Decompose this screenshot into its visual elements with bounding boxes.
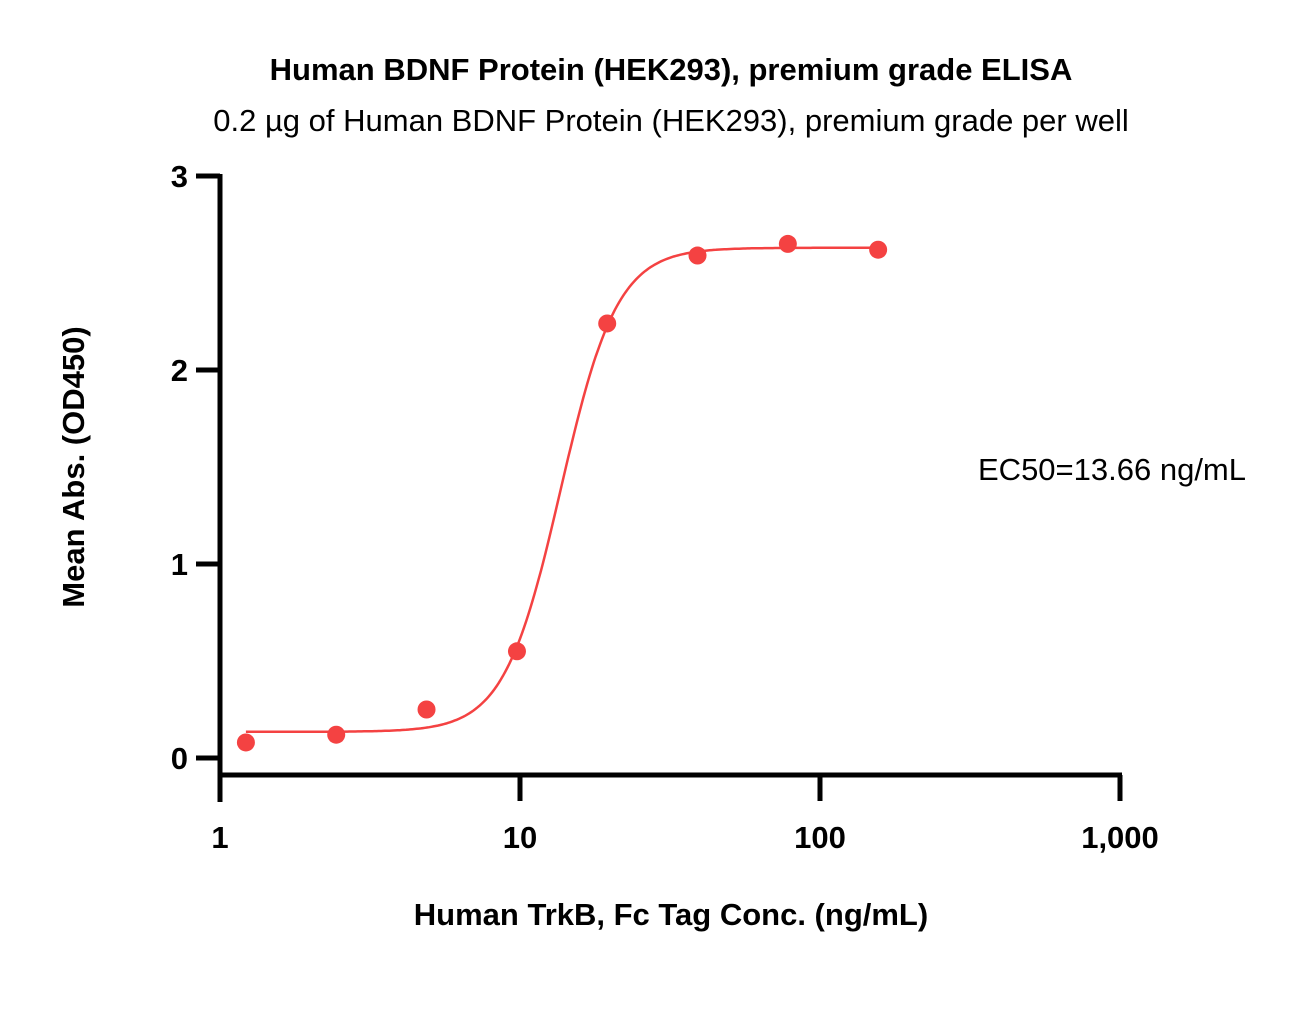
chart-subtitle: 0.2 µg of Human BDNF Protein (HEK293), p… <box>213 103 1129 138</box>
y-tick-label: 3 <box>171 159 188 194</box>
y-tick-label: 1 <box>171 547 188 582</box>
data-point <box>598 314 617 333</box>
x-tick-label: 100 <box>794 820 846 855</box>
data-point <box>507 642 526 661</box>
data-point <box>417 700 436 719</box>
data-point <box>869 240 888 259</box>
data-point <box>327 725 346 744</box>
data-point <box>778 234 797 253</box>
y-tick-label: 0 <box>171 741 188 776</box>
data-point <box>688 246 707 265</box>
x-tick-label: 1 <box>211 820 228 855</box>
fit-curve <box>245 246 879 734</box>
ec50-annotation: EC50=13.66 ng/mL <box>978 452 1246 487</box>
x-tick-label: 1,000 <box>1081 820 1159 855</box>
x-axis-label: Human TrkB, Fc Tag Conc. (ng/mL) <box>414 897 928 932</box>
y-axis-label: Mean Abs. (OD450) <box>56 326 91 607</box>
y-tick-label: 2 <box>171 353 188 388</box>
data-point <box>236 733 255 752</box>
x-tick-label: 10 <box>503 820 537 855</box>
chart-title: Human BDNF Protein (HEK293), premium gra… <box>270 52 1073 87</box>
